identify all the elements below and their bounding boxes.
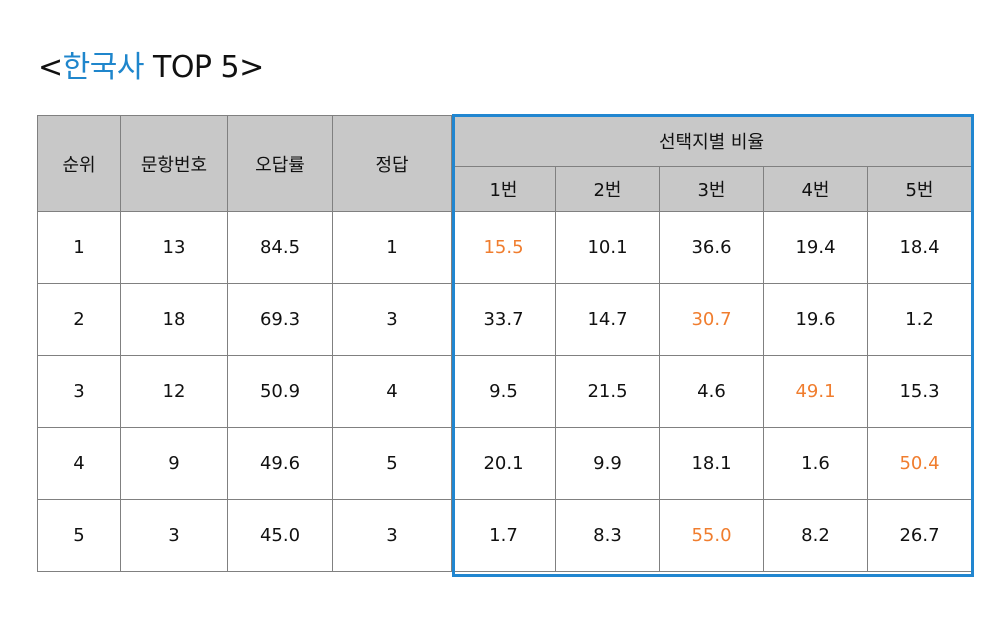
wrong-rate-cell: 50.9 xyxy=(227,355,333,428)
header-option-5: 5번 xyxy=(867,166,972,212)
option-ratio-cell: 14.7 xyxy=(555,283,660,356)
header-option-2: 2번 xyxy=(555,166,660,212)
option-ratio-cell: 4.6 xyxy=(659,355,764,428)
option-ratio-cell: 9.9 xyxy=(555,427,660,500)
header-option-ratio: 선택지별 비율 xyxy=(451,115,972,167)
question-number-cell: 18 xyxy=(120,283,228,356)
option-ratio-cell: 9.5 xyxy=(451,355,556,428)
answer-cell: 3 xyxy=(332,499,452,572)
title-subject: 한국사 xyxy=(62,50,145,85)
option-ratio-cell: 8.2 xyxy=(763,499,868,572)
option-ratio-cell: 8.3 xyxy=(555,499,660,572)
table-body: 1 13 84.5 1 15.5 10.1 36.6 19.4 18.4 2 18 69.3 3 33.7… xyxy=(37,211,972,572)
title-prefix: < xyxy=(38,50,63,85)
option-ratio-cell-correct: 15.5 xyxy=(451,211,556,284)
wrong-rate-cell: 84.5 xyxy=(227,211,333,284)
question-number-cell: 12 xyxy=(120,355,228,428)
option-ratio-cell: 15.3 xyxy=(867,355,972,428)
option-ratio-cell: 19.6 xyxy=(763,283,868,356)
answer-cell: 3 xyxy=(332,283,452,356)
option-ratio-cell: 21.5 xyxy=(555,355,660,428)
answer-cell: 4 xyxy=(332,355,452,428)
option-ratio-cell: 19.4 xyxy=(763,211,868,284)
option-ratio-cell: 18.1 xyxy=(659,427,764,500)
header-wrong-rate: 오답률 xyxy=(227,115,333,212)
table-row: 5 3 45.0 3 1.7 8.3 55.0 8.2 26.7 xyxy=(37,499,972,572)
table-row: 2 18 69.3 3 33.7 14.7 30.7 19.6 1.2 xyxy=(37,283,972,356)
option-ratio-cell: 33.7 xyxy=(451,283,556,356)
answer-cell: 1 xyxy=(332,211,452,284)
wrong-rate-cell: 49.6 xyxy=(227,427,333,500)
option-ratio-cell-correct: 50.4 xyxy=(867,427,972,500)
title-suffix: TOP 5> xyxy=(143,50,264,85)
rank-cell: 5 xyxy=(37,499,121,572)
question-number-cell: 13 xyxy=(120,211,228,284)
header-option-3: 3번 xyxy=(659,166,764,212)
answer-cell: 5 xyxy=(332,427,452,500)
table-row: 4 9 49.6 5 20.1 9.9 18.1 1.6 50.4 xyxy=(37,427,972,500)
option-ratio-cell: 36.6 xyxy=(659,211,764,284)
option-ratio-cell-correct: 55.0 xyxy=(659,499,764,572)
option-ratio-cell: 1.2 xyxy=(867,283,972,356)
header-answer: 정답 xyxy=(332,115,452,212)
header-question-number: 문항번호 xyxy=(120,115,228,212)
rank-cell: 2 xyxy=(37,283,121,356)
question-number-cell: 3 xyxy=(120,499,228,572)
header-rank: 순위 xyxy=(37,115,121,212)
option-ratio-cell: 1.6 xyxy=(763,427,868,500)
option-ratio-cell: 1.7 xyxy=(451,499,556,572)
option-ratio-cell: 10.1 xyxy=(555,211,660,284)
option-ratio-cell-correct: 30.7 xyxy=(659,283,764,356)
table-row: 3 12 50.9 4 9.5 21.5 4.6 49.1 15.3 xyxy=(37,355,972,428)
wrong-rate-cell: 69.3 xyxy=(227,283,333,356)
header-option-1: 1번 xyxy=(451,166,556,212)
rank-cell: 4 xyxy=(37,427,121,500)
rank-cell: 3 xyxy=(37,355,121,428)
header-option-4: 4번 xyxy=(763,166,868,212)
table-row: 1 13 84.5 1 15.5 10.1 36.6 19.4 18.4 xyxy=(37,211,972,284)
question-number-cell: 9 xyxy=(120,427,228,500)
wrong-rate-cell: 45.0 xyxy=(227,499,333,572)
page-title: <한국사 TOP 5> xyxy=(38,46,264,90)
option-ratio-cell: 18.4 xyxy=(867,211,972,284)
rank-cell: 1 xyxy=(37,211,121,284)
option-ratio-cell-correct: 49.1 xyxy=(763,355,868,428)
option-ratio-cell: 20.1 xyxy=(451,427,556,500)
option-ratio-cell: 26.7 xyxy=(867,499,972,572)
